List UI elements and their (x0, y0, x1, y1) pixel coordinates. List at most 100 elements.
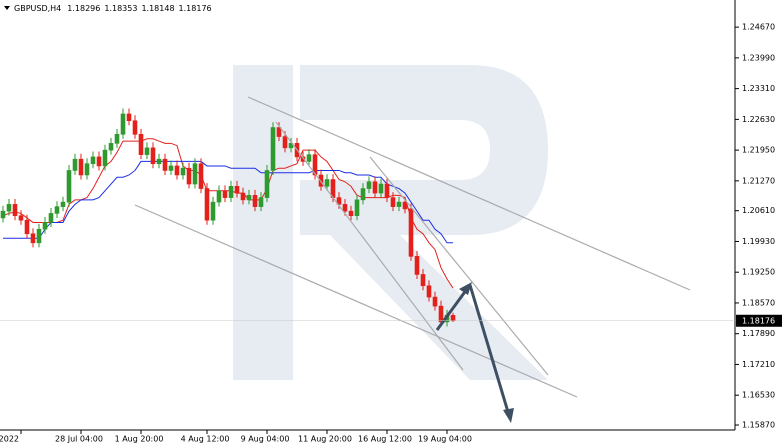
candle-body (174, 165, 180, 176)
candle-body (192, 163, 198, 185)
candle-body (240, 192, 246, 201)
candle-body (54, 206, 60, 214)
candle-body (270, 127, 276, 171)
candle-body (72, 158, 78, 171)
candle-body (0, 210, 6, 219)
y-tick-label: 1.15870 (742, 421, 775, 430)
candle-body (96, 156, 102, 167)
candle-body (168, 165, 174, 171)
trend-line (134, 204, 578, 398)
y-tick-label: 1.21270 (742, 176, 775, 185)
indicator-line (2, 138, 454, 289)
candle-body (402, 201, 408, 210)
y-tick-label: 1.22630 (742, 115, 775, 124)
x-tick-label: 25 Jul 2022 (0, 435, 19, 444)
low-value: 1.18148 (141, 4, 174, 13)
x-tick-label: 16 Aug 12:00 (358, 435, 412, 444)
candle-body (150, 147, 156, 164)
candle-body (66, 170, 72, 203)
candle-body (324, 179, 330, 187)
candle-body (234, 185, 240, 194)
candle-body (42, 222, 48, 230)
arrowhead (503, 408, 514, 423)
indicator-line (3, 160, 453, 244)
candle-body (6, 204, 12, 212)
candle-body (210, 201, 216, 221)
candle-body (78, 158, 84, 176)
x-tick-label: 11 Aug 20:00 (298, 435, 352, 444)
candle-body (396, 201, 402, 207)
chart-header: GBPUSD,H4 1.18296 1.18353 1.18148 1.18176 (14, 4, 212, 13)
y-tick-label: 1.16530 (742, 391, 775, 400)
watermark-stem (233, 65, 293, 380)
candle-body (384, 183, 390, 198)
candle-body (138, 133, 144, 155)
candle-body (186, 167, 192, 185)
candle-body (222, 190, 228, 198)
candle-body (390, 197, 396, 207)
high-value: 1.18353 (104, 4, 137, 13)
candle-body (282, 136, 288, 149)
arrow-up (435, 288, 469, 331)
candle-body (252, 195, 258, 207)
candle-body (258, 197, 264, 207)
candle-body (228, 185, 234, 198)
menu-triangle[interactable] (4, 6, 10, 10)
candle-body (84, 163, 90, 176)
y-tick-label: 1.17890 (742, 329, 775, 338)
candle-body (420, 274, 426, 287)
candle-body (408, 208, 414, 257)
arrow-down (468, 284, 510, 413)
candle-body (108, 143, 114, 151)
x-tick-label: 19 Aug 04:00 (418, 435, 472, 444)
x-tick-label: 28 Jul 04:00 (55, 435, 103, 444)
y-tick-label: 1.18570 (742, 298, 775, 307)
candle-body (120, 113, 126, 135)
candle-body (114, 133, 120, 144)
trend-line (369, 156, 549, 376)
candle-body (180, 167, 186, 176)
candle-body (360, 188, 366, 201)
y-tick-label: 1.21950 (742, 146, 775, 155)
x-tick-label: 4 Aug 12:00 (181, 435, 230, 444)
candle-body (342, 204, 348, 212)
forecast-arrows (435, 282, 514, 423)
y-tick-label: 1.20610 (742, 206, 775, 215)
candle-body (12, 204, 18, 216)
y-tick-label: 1.23990 (742, 53, 775, 62)
y-tick-label: 1.17210 (742, 360, 775, 369)
price-label: 1.18176 (742, 316, 775, 325)
candle-body (312, 154, 318, 176)
candle-body (432, 296, 438, 307)
candle-body (156, 158, 162, 164)
plot (0, 108, 456, 327)
watermark (233, 65, 548, 380)
candle-body (366, 181, 372, 189)
candle-body (318, 174, 324, 187)
candle-body (126, 113, 132, 122)
trend-lines (134, 96, 691, 398)
y-tick-label: 1.19250 (742, 268, 775, 277)
candle-body (450, 315, 456, 322)
candle-body (48, 213, 54, 223)
close-value: 1.18176 (179, 4, 212, 13)
candle-body (24, 219, 30, 235)
candle-body (162, 158, 168, 171)
open-value: 1.18296 (67, 4, 100, 13)
candle-body (30, 233, 36, 244)
candle-body (336, 197, 342, 205)
candle-body (216, 190, 222, 203)
candle-body (354, 199, 360, 216)
chart-title: GBPUSD,H4 (14, 4, 61, 13)
candle-body (18, 215, 24, 221)
candle-body (144, 147, 150, 155)
candle-body (36, 228, 42, 244)
trend-line (275, 121, 464, 371)
price-label-box (736, 314, 782, 327)
candle-body (276, 127, 282, 137)
x-tick-label: 9 Aug 04:00 (241, 435, 290, 444)
candle-body (132, 120, 138, 135)
candle-body (102, 149, 108, 167)
